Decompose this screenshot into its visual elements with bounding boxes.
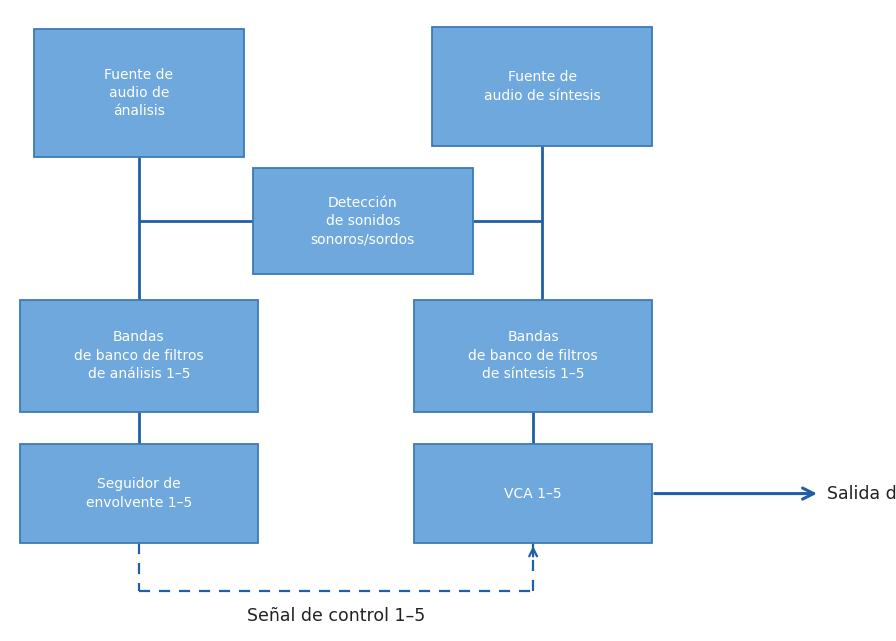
FancyBboxPatch shape: [254, 168, 473, 274]
Text: Fuente de
audio de síntesis: Fuente de audio de síntesis: [484, 71, 600, 103]
Text: Salida de audio: Salida de audio: [827, 485, 896, 503]
Text: Bandas
de banco de filtros
de síntesis 1–5: Bandas de banco de filtros de síntesis 1…: [469, 330, 598, 381]
FancyBboxPatch shape: [34, 29, 244, 157]
Text: Detección
de sonidos
sonoros/sordos: Detección de sonidos sonoros/sordos: [311, 196, 415, 247]
FancyBboxPatch shape: [20, 300, 258, 412]
Text: Bandas
de banco de filtros
de análisis 1–5: Bandas de banco de filtros de análisis 1…: [74, 330, 203, 381]
Text: Señal de control 1–5: Señal de control 1–5: [247, 608, 425, 626]
FancyBboxPatch shape: [414, 300, 652, 412]
Text: VCA 1–5: VCA 1–5: [504, 487, 562, 501]
FancyBboxPatch shape: [414, 444, 652, 543]
Text: Seguidor de
envolvente 1–5: Seguidor de envolvente 1–5: [86, 478, 192, 510]
FancyBboxPatch shape: [20, 444, 258, 543]
FancyBboxPatch shape: [433, 27, 652, 146]
Text: Fuente de
audio de
ánalisis: Fuente de audio de ánalisis: [104, 67, 174, 119]
